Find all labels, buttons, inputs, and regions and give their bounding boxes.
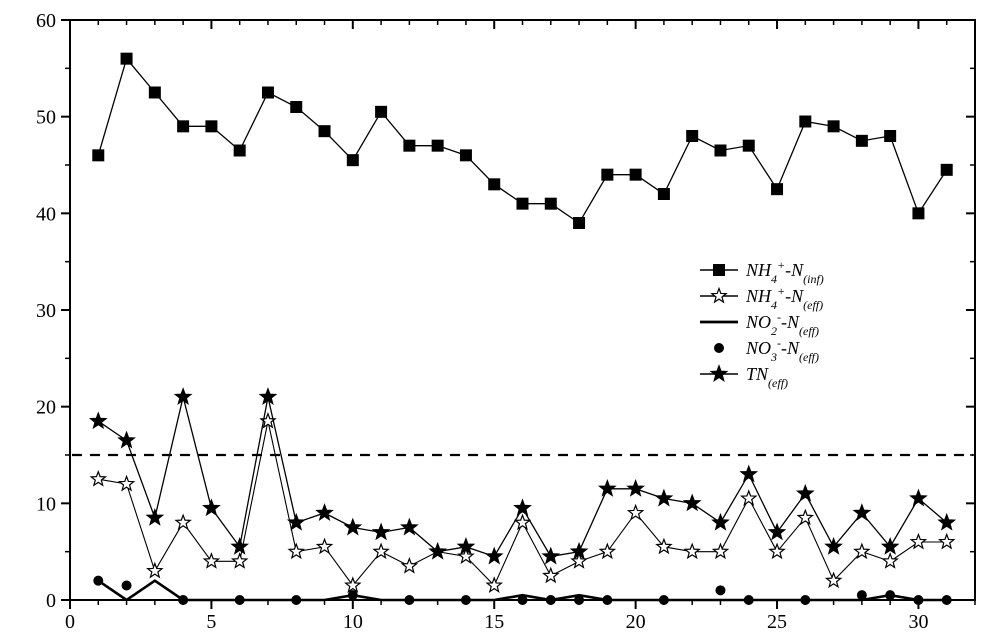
y-tick-label: 20 bbox=[36, 397, 56, 419]
x-tick-label: 10 bbox=[343, 611, 363, 633]
y-tick-label: 10 bbox=[36, 493, 56, 515]
y-tick-label: 0 bbox=[46, 590, 56, 612]
x-tick-label: 15 bbox=[484, 611, 504, 633]
y-tick-label: 30 bbox=[36, 300, 56, 322]
y-tick-label: 50 bbox=[36, 107, 56, 129]
x-tick-label: 0 bbox=[65, 611, 75, 633]
chart-container: 0102030405060051015202530NH4+-N(inf)NH4+… bbox=[0, 0, 1000, 639]
x-tick-label: 30 bbox=[908, 611, 928, 633]
x-tick-label: 5 bbox=[206, 611, 216, 633]
x-tick-label: 25 bbox=[767, 611, 787, 633]
chart-svg: 0102030405060051015202530NH4+-N(inf)NH4+… bbox=[0, 0, 1000, 639]
y-tick-label: 60 bbox=[36, 10, 56, 32]
y-tick-label: 40 bbox=[36, 203, 56, 225]
x-tick-label: 20 bbox=[626, 611, 646, 633]
